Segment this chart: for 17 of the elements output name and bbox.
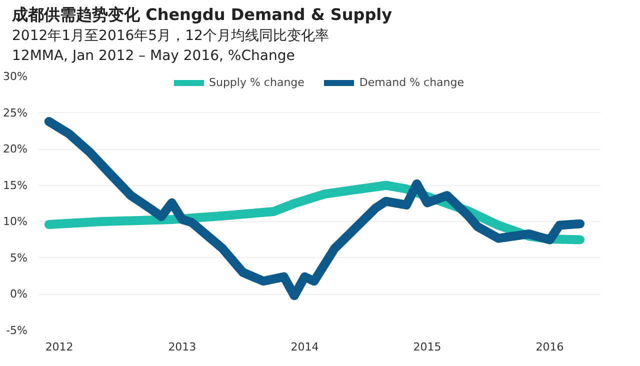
legend-label: Supply % change [209, 76, 304, 89]
y-tick-label: 30% [3, 70, 28, 83]
y-tick-label: 5% [10, 251, 28, 264]
legend-label: Demand % change [359, 76, 464, 89]
x-tick-label: 2012 [45, 340, 74, 354]
x-tick-label: 2013 [168, 340, 196, 354]
y-tick-label: 0% [10, 288, 28, 301]
chart-title: 成都供需趋势变化 Chengdu Demand & Supply [12, 4, 392, 26]
y-tick-label: 25% [3, 106, 28, 120]
y-tick-label: 15% [3, 178, 28, 192]
y-tick-label: 20% [3, 142, 28, 156]
x-tick-label: 2016 [536, 340, 564, 354]
y-tick-label: 10% [3, 215, 28, 228]
chart-subtitle: 2012年1月至2016年5月，12个月均线同比变化率 12MMA, Jan 2012 – May 2016, %Change [12, 27, 329, 66]
x-tick-label: 2014 [290, 340, 319, 354]
y-tick-label: -5% [6, 324, 28, 337]
x-tick-label: 2015 [413, 340, 442, 354]
